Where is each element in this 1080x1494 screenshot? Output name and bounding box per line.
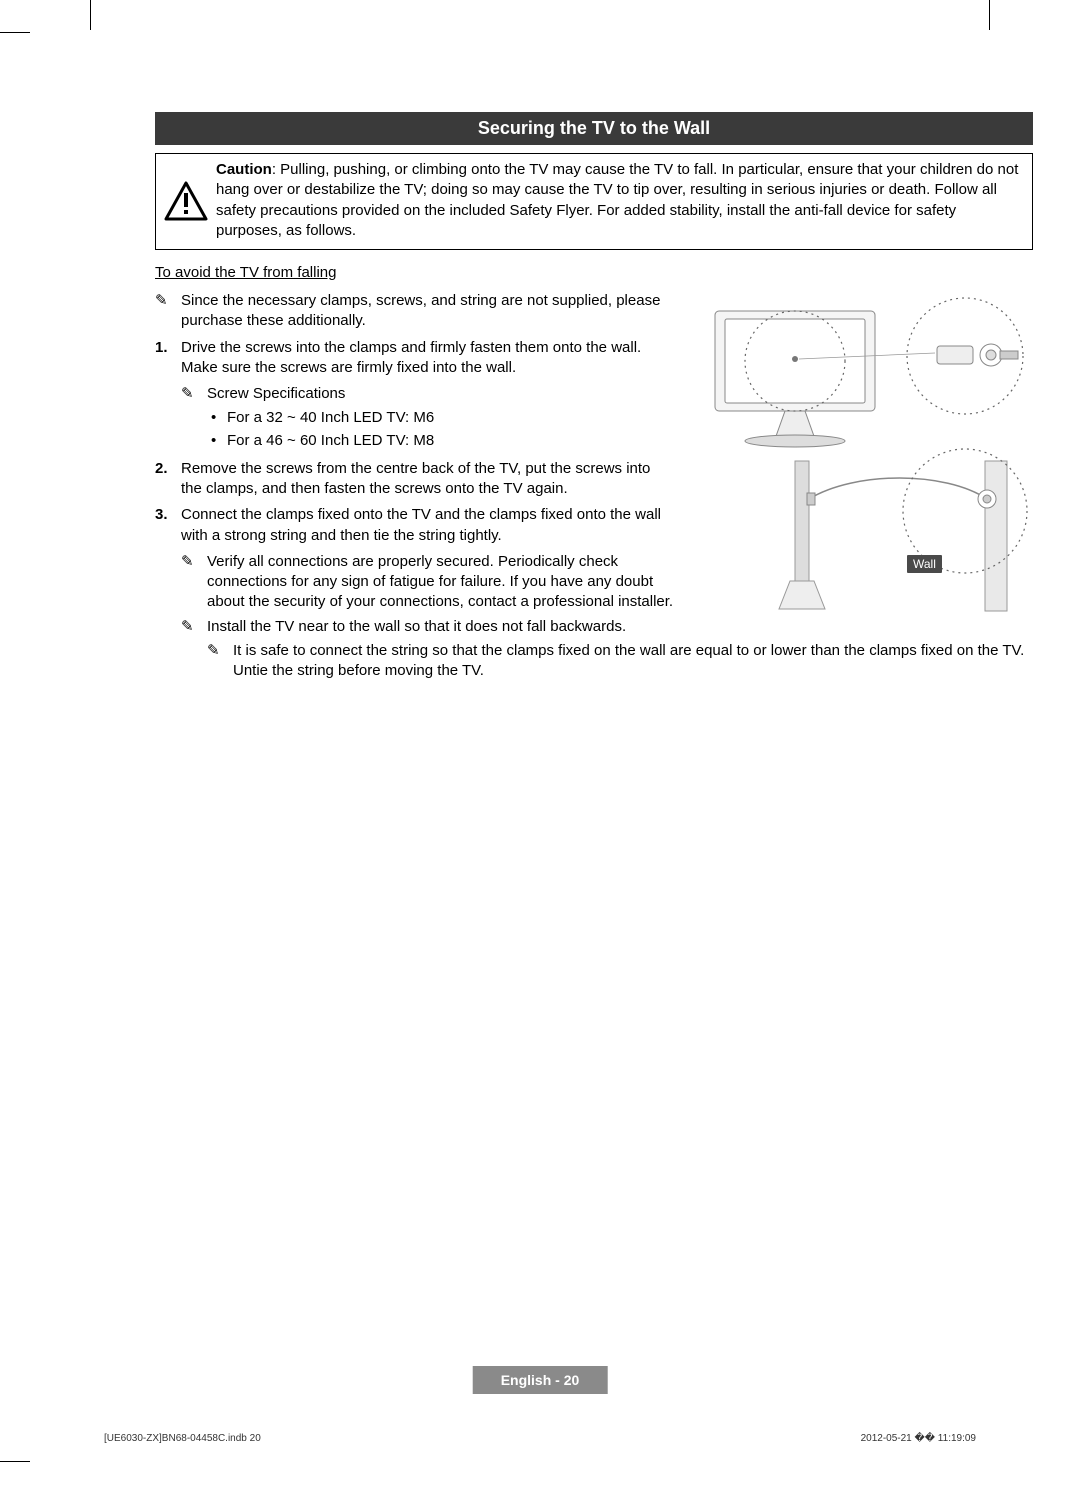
page-number-label: English - 20	[473, 1366, 608, 1394]
content-area: Securing the TV to the Wall Caution: Pul…	[155, 112, 1033, 687]
wall-label: Wall	[907, 555, 942, 573]
step-text: Remove the screws from the centre back o…	[181, 459, 675, 500]
section-title: Securing the TV to the Wall	[155, 112, 1033, 145]
crop-mark	[0, 32, 30, 33]
caution-box: Caution: Pulling, pushing, or climbing o…	[155, 153, 1033, 250]
subnote-label: Screw Specifications	[207, 384, 345, 404]
bullet-text: For a 46 ~ 60 Inch LED TV: M8	[227, 431, 434, 451]
caution-body: : Pulling, pushing, or climbing onto the…	[216, 161, 1018, 239]
note-icon: ✎	[181, 384, 207, 404]
warning-icon	[158, 156, 214, 245]
note-icon: ✎	[207, 641, 233, 682]
footer-filename: [UE6030-ZX]BN68-04458C.indb 20	[104, 1433, 261, 1444]
step-1: 1. Drive the screws into the clamps and …	[155, 338, 675, 379]
body-columns: ✎ Since the necessary clamps, screws, an…	[155, 291, 1033, 641]
step-3: 3. Connect the clamps fixed onto the TV …	[155, 505, 675, 546]
crop-mark	[90, 0, 91, 30]
subheading: To avoid the TV from falling	[155, 264, 1033, 281]
screw-spec-list: •For a 32 ~ 40 Inch LED TV: M6 •For a 46…	[155, 408, 675, 451]
footer-timestamp: 2012-05-21 �� 11:19:09	[861, 1433, 976, 1444]
step-text: Drive the screws into the clamps and fir…	[181, 338, 675, 379]
bullet: •	[211, 408, 227, 428]
caution-text: Caution: Pulling, pushing, or climbing o…	[214, 156, 1026, 245]
tv-wall-diagram: Wall	[695, 291, 1033, 621]
subnote-text: Verify all connections are properly secu…	[207, 552, 675, 613]
step-text: Connect the clamps fixed onto the TV and…	[181, 505, 675, 546]
instructions-column: ✎ Since the necessary clamps, screws, an…	[155, 291, 675, 641]
bullet: •	[211, 431, 227, 451]
diagram-column: Wall	[675, 291, 1033, 641]
note-item: ✎ Since the necessary clamps, screws, an…	[155, 291, 675, 332]
final-note: ✎ It is safe to connect the string so th…	[155, 641, 1033, 682]
bullet-text: For a 32 ~ 40 Inch LED TV: M6	[227, 408, 434, 428]
step-number: 1.	[155, 338, 181, 379]
step-2: 2. Remove the screws from the centre bac…	[155, 459, 675, 500]
note-icon: ✎	[181, 552, 207, 613]
subnote-text: Install the TV near to the wall so that …	[207, 617, 626, 637]
note-icon: ✎	[155, 291, 181, 332]
caution-label: Caution	[216, 161, 272, 178]
step-number: 2.	[155, 459, 181, 500]
final-note-text: It is safe to connect the string so that…	[233, 641, 1033, 682]
step-1-subnote: ✎ Screw Specifications	[155, 384, 675, 404]
step-3-subnotes: ✎ Verify all connections are properly se…	[155, 552, 675, 637]
manual-page: Securing the TV to the Wall Caution: Pul…	[0, 0, 1080, 1494]
step-number: 3.	[155, 505, 181, 546]
note-text: Since the necessary clamps, screws, and …	[181, 291, 675, 332]
note-icon: ✎	[181, 617, 207, 637]
crop-mark	[0, 1461, 30, 1462]
crop-mark	[989, 0, 990, 30]
